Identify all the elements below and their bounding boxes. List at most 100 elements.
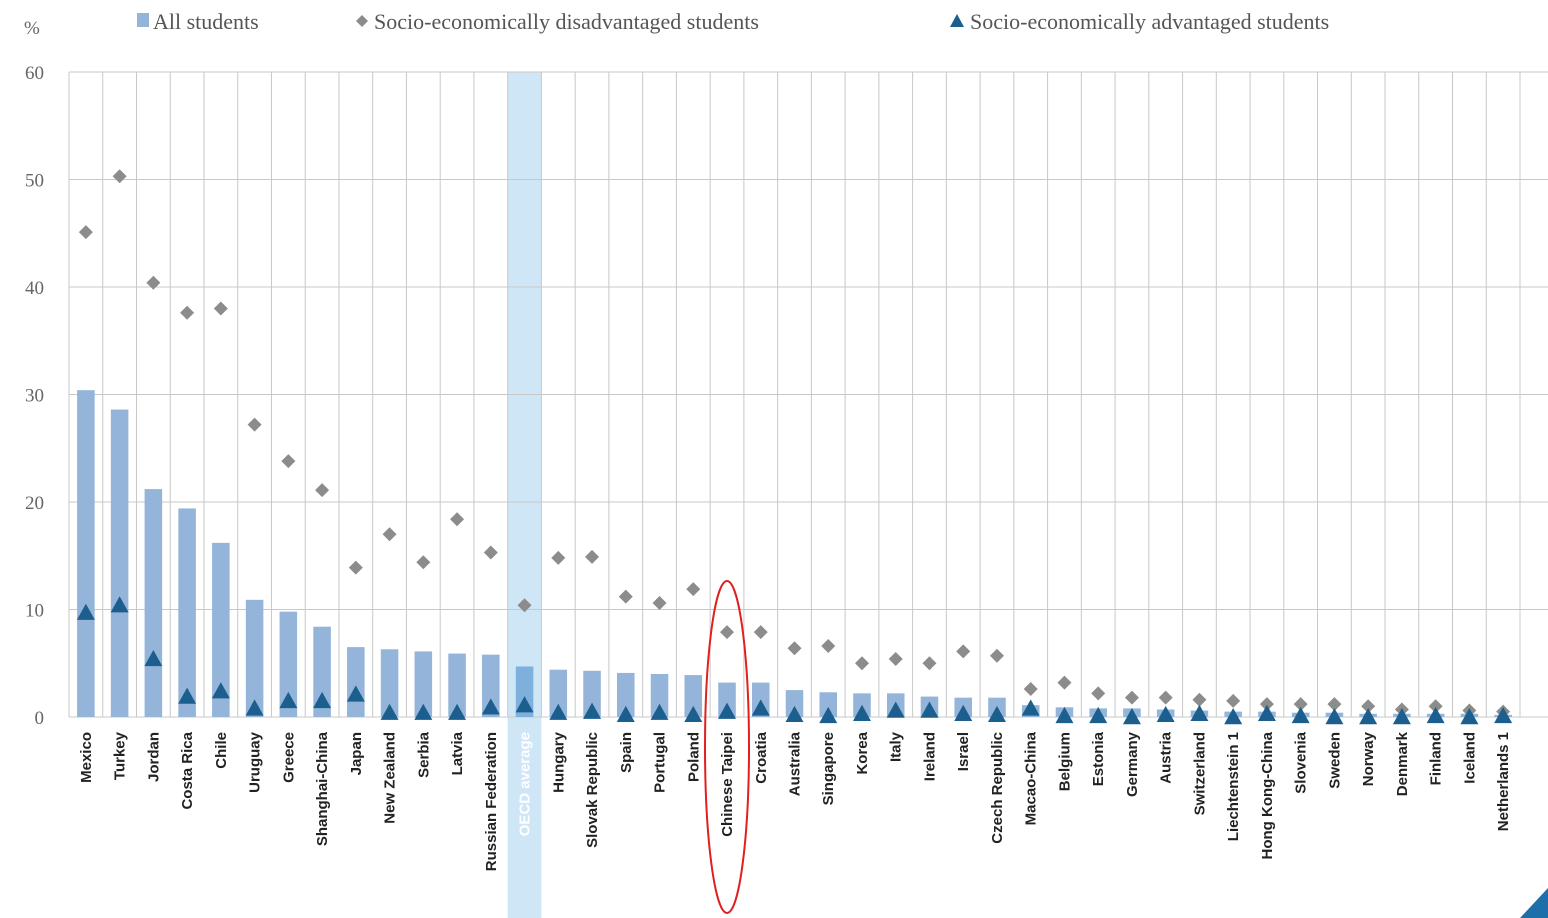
highlight-ellipse-chinese-taipei — [704, 580, 751, 914]
point-disadvantaged-jordan — [146, 275, 161, 290]
point-advantaged-new-zealand — [380, 703, 399, 720]
x-tick-label-korea: Korea — [854, 731, 871, 774]
point-advantaged-germany — [1122, 708, 1141, 725]
x-tick-label-chile: Chile — [213, 732, 230, 769]
x-tick-label-estonia: Estonia — [1090, 731, 1107, 786]
point-advantaged-jordan — [144, 649, 163, 667]
x-tick-label-croatia: Croatia — [753, 731, 770, 783]
y-axis-label: % — [24, 18, 40, 39]
bar-chile — [212, 542, 230, 717]
point-advantaged-spain — [616, 705, 635, 723]
point-advantaged-italy — [886, 701, 905, 718]
point-disadvantaged-israel — [956, 644, 971, 659]
point-advantaged-chinese-taipei — [718, 702, 737, 719]
x-tick-label-oecd-average: OECD average — [517, 732, 534, 836]
x-tick-label-new-zealand: New Zealand — [382, 732, 399, 824]
point-advantaged-sweden — [1325, 708, 1344, 725]
point-advantaged-israel — [954, 704, 973, 721]
bar-jordan — [144, 489, 163, 717]
bar-latvia — [448, 653, 466, 717]
point-disadvantaged-chinese-taipei — [720, 625, 735, 640]
point-advantaged-denmark — [1392, 708, 1411, 725]
point-disadvantaged-czech-republic — [989, 648, 1004, 663]
point-disadvantaged-hong-kong-china — [1259, 697, 1274, 712]
x-tick-label-mexico: Mexico — [78, 732, 95, 783]
point-advantaged-hong-kong-china — [1257, 704, 1276, 721]
point-advantaged-poland — [684, 705, 703, 723]
x-tick-label-portugal: Portugal — [652, 732, 669, 793]
legend-swatch-all-students — [137, 13, 149, 27]
point-advantaged-uruguay — [245, 699, 264, 716]
point-advantaged-estonia — [1089, 706, 1108, 724]
point-advantaged-czech-republic — [987, 705, 1006, 723]
y-tick-label-60: 60 — [25, 63, 44, 84]
point-disadvantaged-estonia — [1091, 686, 1106, 701]
point-disadvantaged-japan — [348, 560, 363, 575]
point-advantaged-japan — [346, 685, 365, 702]
bar-chinese-taipei — [718, 682, 736, 717]
point-disadvantaged-turkey — [112, 169, 127, 184]
x-tick-label-spain: Spain — [618, 732, 635, 773]
point-advantaged-finland — [1426, 706, 1445, 724]
legend-marker-advantaged — [950, 14, 964, 27]
plot-area: 0 10 20 30 40 50 60 Mexico Turkey Jordan Costa Ric… — [25, 63, 1548, 918]
x-tick-label-czech-republic: Czech Republic — [989, 732, 1006, 844]
point-advantaged-liechtenstein-1 — [1224, 708, 1243, 725]
point-advantaged-croatia — [751, 699, 770, 716]
x-tick-label-singapore: Singapore — [820, 732, 837, 805]
point-disadvantaged-austria — [1158, 690, 1173, 705]
bar-portugal — [650, 674, 669, 717]
point-disadvantaged-chile — [213, 301, 228, 316]
point-advantaged-serbia — [414, 703, 433, 720]
x-tick-label-slovak-republic: Slovak Republic — [584, 732, 601, 848]
point-disadvantaged-finland — [1428, 699, 1443, 714]
bar-serbia — [414, 651, 433, 717]
bar-new-zealand — [380, 649, 399, 717]
y-tick-label-40: 40 — [25, 278, 44, 299]
bar-japan — [347, 647, 365, 717]
x-tick-label-slovenia: Slovenia — [1293, 731, 1310, 793]
x-tick-label-hong-kong-china: Hong Kong-China — [1259, 731, 1276, 859]
point-advantaged-shanghai-china — [313, 691, 332, 709]
point-disadvantaged-slovenia — [1293, 697, 1308, 712]
legend-label-all-students: All students — [153, 9, 259, 34]
x-tick-label-greece: Greece — [280, 732, 297, 783]
bar-shanghai-china — [313, 626, 331, 717]
bar-russian-federation — [482, 654, 500, 717]
x-tick-label-liechtenstein-1: Liechtenstein 1 — [1225, 732, 1242, 841]
point-advantaged-belgium — [1055, 706, 1074, 724]
y-tick-label-20: 20 — [25, 493, 44, 514]
point-advantaged-portugal — [650, 703, 669, 720]
legend-marker-disadvantaged — [356, 15, 368, 27]
point-advantaged-netherlands-1 — [1494, 706, 1513, 724]
x-tick-label-ireland: Ireland — [921, 732, 938, 781]
bar-greece — [279, 611, 298, 717]
point-advantaged-oecd-average — [515, 696, 534, 713]
point-advantaged-iceland — [1460, 708, 1479, 725]
point-disadvantaged-portugal — [652, 596, 667, 611]
x-tick-label-serbia: Serbia — [415, 731, 432, 778]
point-disadvantaged-spain — [618, 589, 633, 604]
point-advantaged-norway — [1359, 708, 1378, 725]
y-tick-label-10: 10 — [25, 601, 44, 622]
x-tick-label-chinese-taipei: Chinese Taipei — [719, 732, 736, 837]
x-tick-label-japan: Japan — [348, 732, 365, 775]
x-tick-label-israel: Israel — [955, 732, 972, 771]
point-disadvantaged-ireland — [922, 656, 937, 671]
point-advantaged-costa-rica — [178, 687, 197, 704]
point-disadvantaged-latvia — [450, 512, 465, 527]
point-disadvantaged-costa-rica — [180, 305, 195, 320]
x-tick-label-latvia: Latvia — [449, 731, 466, 775]
legend: All students Socio-economically disadvan… — [137, 9, 1329, 34]
legend-label-advantaged: Socio-economically advantaged students — [970, 9, 1329, 34]
x-tick-label-turkey: Turkey — [112, 731, 129, 780]
point-advantaged-korea — [852, 704, 871, 721]
y-tick-label-0: 0 — [35, 708, 45, 729]
x-tick-label-jordan: Jordan — [145, 732, 162, 782]
x-tick-label-australia: Australia — [787, 731, 804, 796]
point-disadvantaged-serbia — [416, 555, 431, 570]
bar-singapore — [819, 692, 838, 717]
bar-australia — [785, 690, 804, 717]
point-disadvantaged-croatia — [753, 625, 768, 640]
